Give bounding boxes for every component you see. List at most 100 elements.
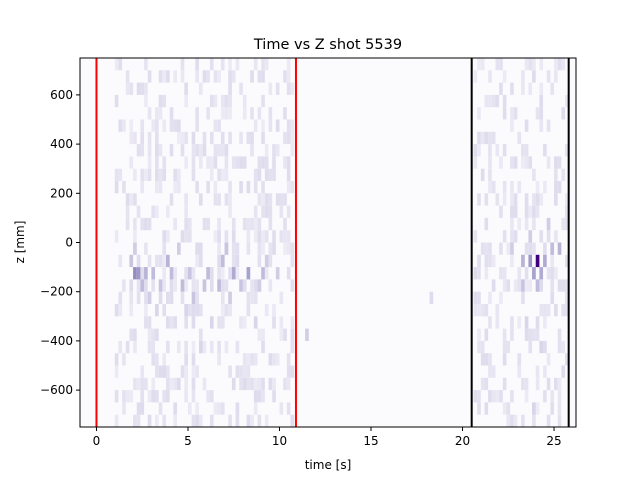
heatmap-noise-cell [535, 328, 540, 341]
heatmap-noise-cell [257, 390, 262, 403]
heatmap-noise-cell [524, 242, 529, 255]
heatmap-noise-cell [147, 144, 152, 157]
heatmap-noise-cell [561, 168, 566, 181]
heatmap-noise-cell [286, 365, 291, 378]
heatmap-noise-cell [253, 353, 258, 366]
heatmap-noise-cell [213, 70, 218, 83]
heatmap-noise-cell [261, 181, 265, 194]
heatmap-noise-cell [524, 156, 529, 169]
heatmap-noise-cell [118, 291, 123, 304]
heatmap-noise-cell [231, 254, 236, 268]
heatmap-noise-cell [502, 107, 507, 120]
heatmap-noise-cell [169, 193, 174, 206]
heatmap-noise-cell [565, 217, 569, 231]
heatmap-noise-cell [147, 316, 152, 329]
heatmap-noise-cell [543, 304, 547, 317]
heatmap-noise-cell [510, 217, 514, 231]
heatmap-noise-cell [158, 70, 163, 83]
heatmap-noise-cell [198, 144, 203, 157]
heatmap-noise-cell [488, 156, 492, 169]
heatmap-noise-cell [191, 414, 196, 427]
heatmap-noise-cell [253, 377, 258, 391]
heatmap-noise-cell [286, 242, 291, 255]
heatmap-noise-cell [502, 377, 507, 391]
heatmap-noise-cell [554, 70, 558, 83]
heatmap-noise-cell [532, 414, 536, 427]
heatmap-noise-cell [261, 119, 265, 132]
heatmap-noise-cell [144, 304, 148, 317]
heatmap-noise-cell [539, 279, 544, 292]
heatmap-noise-cell [239, 181, 243, 194]
heatmap-noise-cell [543, 242, 547, 255]
heatmap-noise-cell [565, 291, 569, 304]
heatmap-noise-cell [242, 353, 247, 366]
heatmap-noise-cell [557, 377, 562, 391]
heatmap-cell [539, 340, 544, 354]
heatmap-noise-cell [535, 193, 540, 206]
heatmap-noise-cell [125, 390, 130, 403]
heatmap-noise-cell [524, 193, 529, 206]
heatmap-noise-cell [206, 181, 210, 194]
heatmap-noise-cell [290, 316, 295, 329]
heatmap-noise-cell [206, 107, 210, 120]
heatmap-cell [257, 279, 262, 292]
heatmap-noise-cell [242, 365, 247, 378]
heatmap-noise-cell [532, 328, 536, 341]
heatmap-noise-cell [220, 131, 225, 145]
heatmap-noise-cell [250, 144, 254, 157]
heatmap-noise-cell [491, 181, 496, 194]
heatmap-noise-cell [506, 279, 511, 292]
heatmap-noise-cell [561, 217, 566, 231]
heatmap-noise-cell [495, 58, 500, 71]
heatmap-noise-cell [151, 205, 156, 218]
heatmap-noise-cell [546, 119, 551, 132]
heatmap-noise-cell [122, 390, 126, 403]
heatmap-noise-cell [224, 230, 229, 243]
heatmap-noise-cell [484, 193, 489, 206]
heatmap-noise-cell [213, 402, 218, 415]
heatmap-noise-cell [151, 340, 156, 354]
heatmap-noise-cell [524, 205, 529, 218]
heatmap-noise-cell [246, 217, 251, 231]
heatmap-noise-cell [279, 205, 284, 218]
heatmap-noise-cell [224, 193, 229, 206]
heatmap-noise-cell [272, 230, 276, 243]
heatmap-noise-cell [184, 205, 188, 218]
heatmap-noise-cell [565, 304, 569, 317]
heatmap-noise-cell [491, 390, 496, 403]
heatmap-noise-cell [521, 144, 525, 157]
heatmap-noise-cell [235, 402, 240, 415]
heatmap-noise-cell [506, 242, 511, 255]
heatmap-noise-cell [162, 414, 167, 427]
heatmap-noise-cell [162, 156, 167, 169]
heatmap-noise-cell [228, 107, 232, 120]
heatmap-noise-cell [213, 230, 218, 243]
heatmap-noise-cell [184, 131, 188, 145]
x-tick-label: 0 [93, 434, 101, 448]
heatmap-noise-cell [272, 168, 276, 181]
heatmap-noise-cell [198, 328, 203, 341]
heatmap-cell [147, 291, 152, 304]
heatmap-noise-cell [140, 181, 145, 194]
heatmap-noise-cell [147, 131, 152, 145]
heatmap-noise-cell [184, 230, 188, 243]
heatmap-noise-cell [166, 390, 170, 403]
heatmap-noise-cell [169, 291, 174, 304]
heatmap-noise-cell [528, 279, 533, 292]
heatmap-noise-cell [173, 217, 177, 231]
heatmap-noise-cell [191, 131, 196, 145]
heatmap-noise-cell [155, 168, 159, 181]
heatmap-noise-cell [129, 279, 134, 292]
heatmap-cell [151, 267, 156, 280]
heatmap-noise-cell [144, 279, 148, 292]
heatmap-noise-cell [129, 82, 134, 95]
heatmap-noise-cell [144, 94, 148, 108]
heatmap-noise-cell [140, 119, 145, 132]
heatmap-noise-cell [275, 144, 280, 157]
heatmap-noise-cell [286, 230, 291, 243]
heatmap-noise-cell [166, 340, 170, 354]
heatmap-noise-cell [217, 340, 221, 354]
heatmap-noise-cell [272, 156, 276, 169]
heatmap-noise-cell [224, 156, 229, 169]
heatmap-noise-cell [140, 377, 145, 391]
